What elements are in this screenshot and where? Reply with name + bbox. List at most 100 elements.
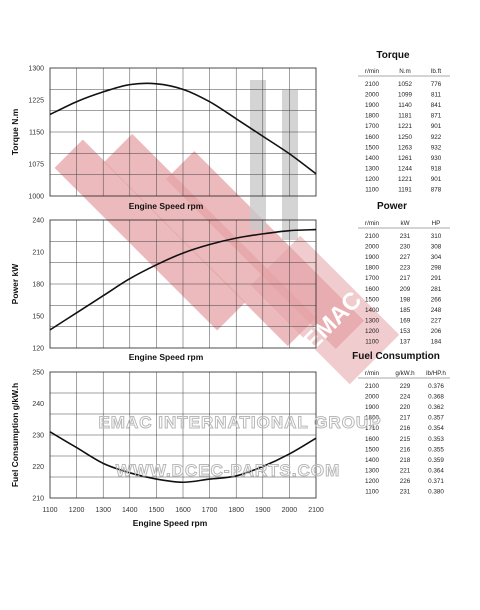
y-axis-label: Power kW: [10, 263, 20, 305]
x-tick-label: 1900: [255, 507, 271, 514]
tables-layer: Torque r/min N.m lb.ft 2100 1052 776 2000 1099 81…: [352, 50, 450, 496]
chart-2: 120 150 180 210 240 Power kW Engine Speed rpm: [10, 218, 317, 362]
x-tick-label: 2100: [308, 507, 324, 514]
y-tick-label: 240: [32, 218, 44, 225]
table-torque: Torque r/min N.m lb.ft 2100 1052 776 2000 1099 81…: [358, 50, 450, 194]
table-cell: 1300: [365, 467, 380, 474]
table-cell: 776: [431, 81, 442, 88]
table-header: g/kW.h: [395, 370, 415, 377]
table-cell: 0.371: [428, 478, 444, 485]
table-cell: 184: [431, 339, 442, 346]
table-cell: 2100: [365, 81, 380, 88]
table-cell: 901: [431, 176, 442, 183]
y-tick-label: 210: [32, 496, 44, 503]
x-tick-label: 1100: [42, 507, 57, 514]
x-tick-label: 1800: [228, 507, 244, 514]
table-header: HP: [432, 220, 441, 227]
y-tick-label: 180: [32, 282, 44, 289]
table-cell: 922: [431, 134, 442, 141]
table-cell: 1181: [398, 113, 412, 120]
table-cell: 230: [400, 244, 411, 251]
table-cell: 310: [431, 233, 442, 240]
watermark-line-1: EMAC INTERNATIONAL GROUP: [98, 413, 381, 432]
charts-layer: 1000 1075 1150 1225 1300 Torque N.m Engine Spe…: [10, 66, 324, 529]
y-axis-label: Torque N.m: [10, 108, 20, 155]
table-cell: 1244: [398, 165, 413, 172]
table-cell: 0.354: [428, 425, 444, 432]
table-cell: 281: [431, 286, 442, 293]
x-axis-label: Engine Speed rpm: [129, 201, 204, 211]
table-cell: 227: [400, 254, 411, 261]
watermark-bar: [250, 235, 400, 385]
table-power: Power r/min kW HP 2100 231 310 2000 230 308 1900 22…: [358, 201, 450, 346]
table-cell: 1900: [365, 254, 380, 261]
table-cell: 1100: [365, 339, 379, 346]
y-tick-label: 240: [32, 401, 44, 408]
table-cell: 0.376: [428, 383, 444, 390]
table-cell: 841: [431, 102, 442, 109]
x-tick-label: 1300: [95, 507, 111, 514]
y-tick-label: 1000: [28, 194, 44, 201]
table-cell: 0.362: [428, 404, 444, 411]
y-tick-label: 1225: [28, 98, 44, 105]
table-title: Fuel Consumption: [352, 351, 440, 362]
table-cell: 878: [431, 187, 442, 194]
table-cell: 1400: [365, 457, 380, 464]
table-cell: 871: [431, 113, 442, 120]
table-cell: 0.353: [428, 436, 444, 443]
table-cell: 0.380: [428, 489, 444, 496]
x-tick-label: 2000: [282, 507, 298, 514]
table-cell: 1261: [398, 155, 413, 162]
table-cell: 153: [400, 328, 411, 335]
table-cell: 1400: [365, 307, 380, 314]
table-title: Torque: [376, 50, 410, 61]
table-cell: 918: [431, 165, 442, 172]
plot-frame: [49, 67, 317, 197]
table-cell: 901: [431, 123, 442, 130]
table-cell: 1900: [365, 404, 380, 411]
table-cell: 2100: [365, 233, 380, 240]
table-cell: 291: [431, 275, 442, 282]
x-tick-label: 1600: [175, 507, 191, 514]
watermark-text-layer: EMAC INTERNATIONAL GROUP WWW.DCEC-PARTS.C…: [98, 413, 381, 481]
table-header: r/min: [365, 68, 379, 75]
table-cell: 1200: [365, 328, 380, 335]
table-cell: 298: [431, 265, 442, 272]
table-cell: 1800: [365, 415, 380, 422]
table-cell: 218: [400, 457, 411, 464]
table-header: r/min: [365, 370, 379, 377]
table-cell: 1250: [398, 134, 413, 141]
watermark-bar: [250, 80, 266, 230]
table-cell: 229: [400, 383, 411, 390]
table-cell: 1500: [365, 144, 380, 151]
x-tick-label: 1200: [69, 507, 85, 514]
table-cell: 2100: [365, 383, 380, 390]
table-cell: 0.359: [428, 457, 444, 464]
table-cell: 811: [431, 92, 442, 99]
table-cell: 2000: [365, 92, 380, 99]
table-cell: 1140: [398, 102, 412, 109]
table-cell: 206: [431, 328, 442, 335]
table-header: kW: [400, 220, 409, 227]
table-cell: 217: [400, 415, 411, 422]
x-axis-label: Engine Speed rpm: [129, 352, 204, 362]
table-cell: 1600: [365, 436, 380, 443]
plot-frame: [49, 219, 317, 349]
table-cell: 1800: [365, 113, 380, 120]
y-tick-label: 1300: [28, 66, 44, 73]
table-cell: 0.357: [428, 415, 444, 422]
table-cell: 137: [400, 339, 411, 346]
table-cell: 1500: [365, 296, 380, 303]
table-cell: 220: [400, 404, 411, 411]
table-cell: 1300: [365, 165, 380, 172]
table-cell: 0.364: [428, 467, 444, 474]
table-cell: 216: [400, 425, 411, 432]
table-cell: 1200: [365, 478, 380, 485]
table-cell: 304: [431, 254, 442, 261]
series-line: [49, 431, 317, 484]
series-line: [49, 82, 317, 175]
chart-3: 210 220 230 240 250 1100 1200 1300 1400 1500 1600 1…: [10, 370, 324, 529]
table-cell: 1600: [365, 286, 380, 293]
x-tick-label: 1400: [122, 507, 138, 514]
